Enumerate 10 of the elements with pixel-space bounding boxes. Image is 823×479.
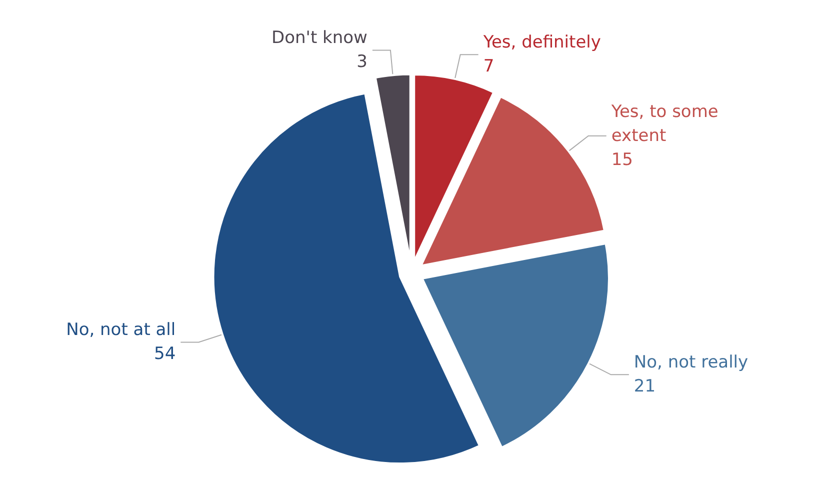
data-label: 7 [483, 56, 494, 77]
slice-label: Don't know [272, 28, 368, 48]
data-label: 15 [611, 150, 633, 170]
slice-label: Yes, definitely [482, 32, 601, 53]
data-label: 3 [356, 52, 368, 72]
slice-label: No, not at all [66, 320, 176, 340]
slice-label: No, not really [634, 352, 748, 373]
slice-label: Yes, to some extent [610, 102, 724, 146]
data-label: 54 [154, 344, 176, 364]
data-label: 21 [634, 376, 656, 397]
